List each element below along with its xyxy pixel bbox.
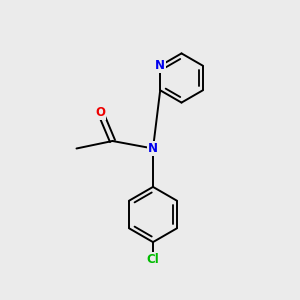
Text: N: N: [148, 142, 158, 155]
Text: Cl: Cl: [147, 253, 159, 266]
Text: N: N: [155, 59, 165, 72]
Text: O: O: [95, 106, 106, 119]
